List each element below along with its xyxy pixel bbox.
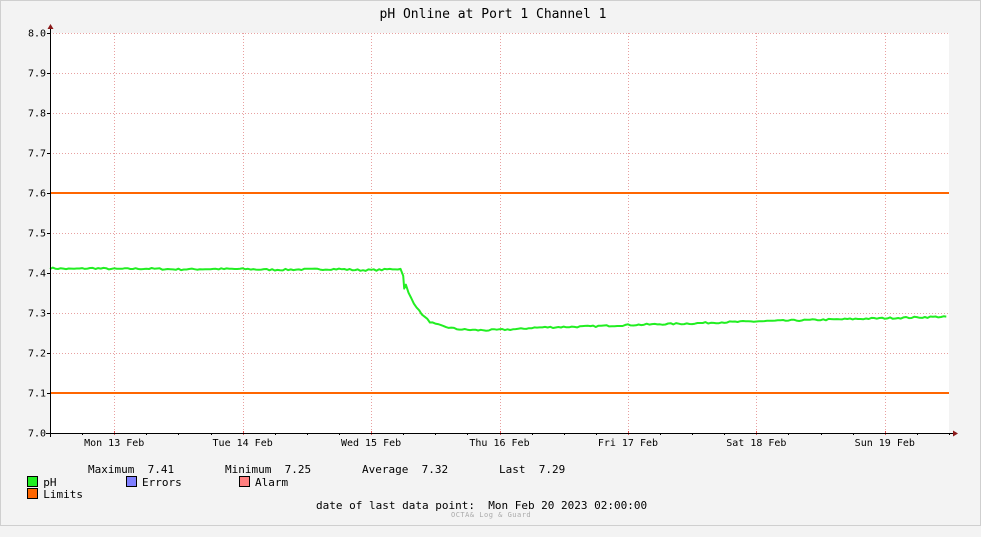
y-tick-label: 7.3 — [28, 309, 46, 320]
y-tick-label: 7.9 — [28, 69, 46, 80]
last-data-point: date of last data point: Mon Feb 20 2023… — [316, 499, 647, 512]
chart-svg: 8.0 7.9 7.8 7.7 7.6 7.5 7.4 7.3 7.2 7.1 7.0 Mon 13… — [28, 7, 958, 449]
chart-title: pH Online at Port 1 Channel 1 — [380, 7, 607, 22]
x-tick-label: Sat 18 Feb — [726, 438, 786, 449]
maximum-value: 7.41 — [147, 463, 175, 476]
ph-legend-label: pH — [43, 476, 57, 489]
y-tick-label: 7.4 — [28, 269, 46, 280]
x-axis-arrow — [953, 430, 958, 437]
grid-lines — [47, 33, 950, 435]
stat-minimum: Minimum 7.25 — [225, 464, 311, 476]
x-tick-label: Thu 16 Feb — [469, 438, 529, 449]
series-group — [49, 266, 947, 332]
limits-legend-label: Limits — [43, 488, 83, 501]
x-tick-label: Mon 13 Feb — [84, 438, 144, 449]
x-tick-labels: Mon 13 Feb Tue 14 Feb Wed 15 Feb Thu 16 Feb… — [84, 438, 915, 449]
y-tick-label: 7.1 — [28, 389, 46, 400]
footer-watermark: OCTA& Log & Guard — [451, 511, 532, 519]
axes — [46, 24, 958, 437]
stat-average: Average 7.32 — [362, 464, 448, 476]
last-data-point-value: Mon Feb 20 2023 02:00:00 — [488, 499, 648, 512]
average-label: Average — [362, 463, 409, 476]
plot-area — [50, 33, 949, 433]
y-tick-label: 7.7 — [28, 149, 46, 160]
last-label: Last — [499, 463, 526, 476]
x-tick-label: Fri 17 Feb — [598, 438, 658, 449]
y-tick-label: 7.0 — [28, 429, 46, 440]
minimum-value: 7.25 — [284, 463, 312, 476]
ph-swatch — [27, 476, 39, 487]
y-tick-label: 7.8 — [28, 109, 46, 120]
y-tick-label: 7.5 — [28, 229, 46, 240]
stat-maximum: Maximum 7.41 — [88, 464, 174, 476]
legend-row-ph: pH Maximum 7.41 Minimum 7.25 Average 7.3… — [14, 464, 565, 489]
alarm-swatch — [239, 476, 250, 487]
minimum-label: Minimum — [225, 463, 272, 476]
last-data-point-label: date of last data point: — [316, 499, 475, 512]
alarm-legend: Alarm — [239, 476, 288, 489]
series-line-ph — [49, 266, 947, 332]
y-tick-labels: 8.0 7.9 7.8 7.7 7.6 7.5 7.4 7.3 7.2 7.1 7.0 — [28, 29, 46, 440]
last-value: 7.29 — [538, 463, 566, 476]
errors-swatch — [126, 476, 137, 487]
average-value: 7.32 — [421, 463, 449, 476]
stat-last: Last 7.29 — [499, 464, 565, 476]
alarm-legend-label: Alarm — [255, 476, 289, 489]
limits-swatch — [27, 488, 39, 499]
legend-row-status: Limits Errors Alarm — [14, 476, 288, 501]
x-tick-label: Wed 15 Feb — [341, 438, 401, 449]
limit-lines — [50, 192, 949, 394]
y-tick-label: 7.2 — [28, 349, 46, 360]
y-tick-label: 8.0 — [28, 29, 46, 40]
maximum-label: Maximum — [88, 463, 135, 476]
x-tick-label: Sun 19 Feb — [855, 438, 915, 449]
errors-legend: Errors — [126, 476, 182, 489]
y-axis-arrow — [47, 24, 54, 29]
y-tick-label: 7.6 — [28, 189, 46, 200]
x-tick-label: Tue 14 Feb — [213, 438, 273, 449]
errors-legend-label: Errors — [142, 476, 182, 489]
